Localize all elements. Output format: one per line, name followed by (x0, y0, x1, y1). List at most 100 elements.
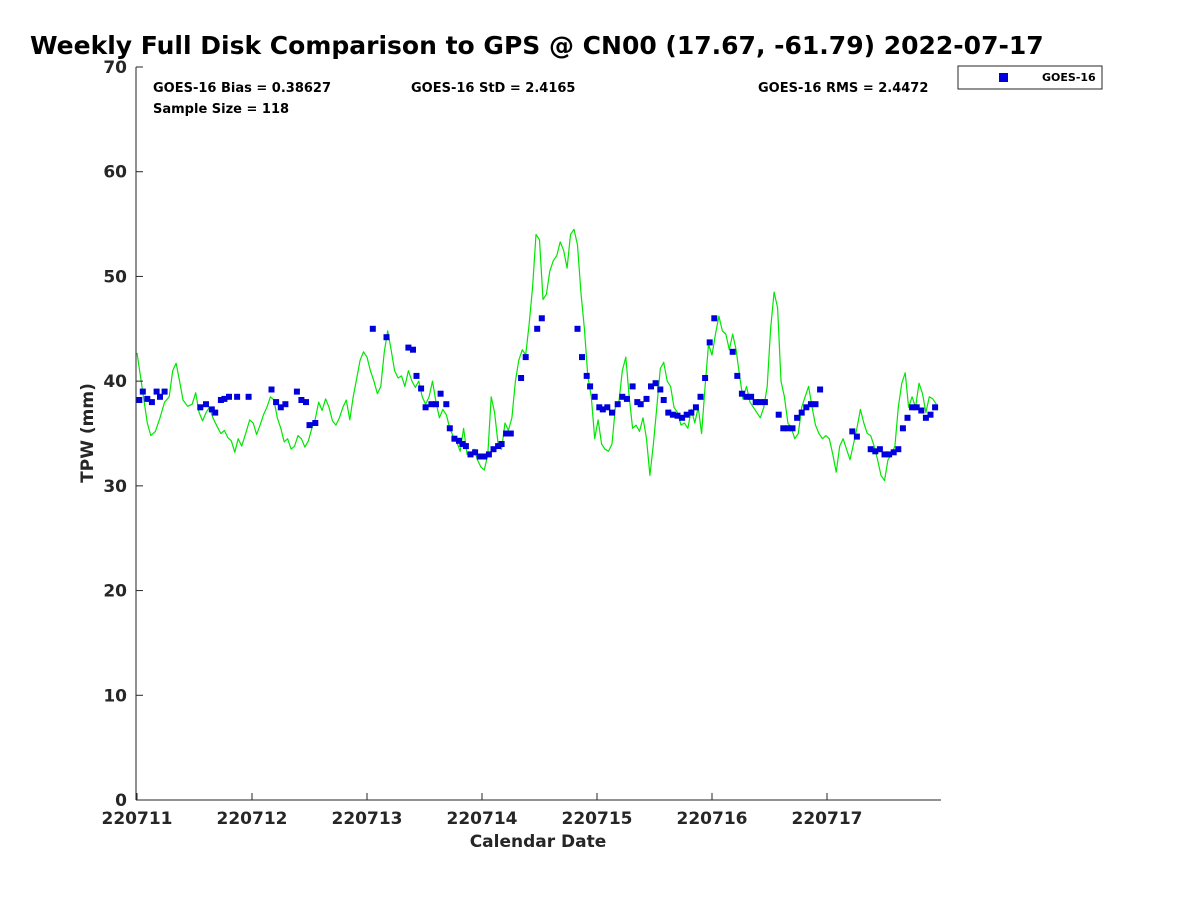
goes-16-point (886, 451, 893, 458)
goes-16-point (306, 422, 313, 429)
x-tick-label: 220717 (792, 809, 863, 829)
goes-16-point (507, 430, 514, 437)
y-tick-label: 50 (103, 267, 127, 287)
goes-16-point (711, 315, 718, 322)
rms-stat: GOES-16 RMS = 2.4472 (758, 81, 928, 96)
x-tick-label: 220713 (332, 809, 403, 829)
goes-16-point (784, 425, 791, 432)
goes-16-point (495, 443, 502, 450)
x-tick-label: 220712 (217, 809, 288, 829)
goes-16-point (161, 388, 168, 395)
goes-16-point (245, 393, 252, 400)
goes-16-point (761, 399, 768, 406)
goes-16-point (872, 448, 879, 455)
goes-16-point (665, 409, 672, 416)
goes-16-point (817, 386, 824, 393)
std-stat: GOES-16 StD = 2.4165 (411, 81, 575, 96)
goes-16-point (303, 399, 309, 406)
goes-16-point (277, 404, 284, 411)
goes-16-point (459, 441, 466, 447)
goes-16-point (619, 393, 626, 400)
goes-16-point (927, 411, 934, 418)
y-tick-label: 10 (103, 686, 127, 706)
goes-16-point (688, 409, 695, 416)
goes-16-point (587, 383, 594, 390)
legend-box (957, 65, 1103, 90)
goes-16-point (462, 443, 469, 450)
goes-16-point (312, 420, 319, 426)
goes-16-point (623, 395, 630, 402)
goes-16-point (890, 449, 897, 456)
goes-16-point (217, 397, 224, 403)
goes-16-point (629, 383, 636, 390)
goes-16-point (476, 453, 483, 460)
y-tick-label: 0 (115, 791, 127, 811)
goes-16-point (456, 437, 462, 444)
goes-16-point (660, 397, 667, 403)
goes-16-point (669, 411, 676, 418)
goes-16-point (706, 339, 713, 346)
goes-16-point (583, 372, 590, 379)
goes-16-point (212, 409, 219, 416)
goes-16-point (422, 404, 429, 411)
goes-16-point (692, 404, 699, 411)
goes-16-point (748, 393, 755, 400)
goes-16-point (197, 404, 204, 411)
goes-16-point (369, 325, 376, 332)
goes-16-point (157, 393, 163, 400)
goes-16-point (405, 344, 412, 351)
goes-16-point (467, 451, 474, 458)
goes-16-point (413, 372, 420, 379)
goes-16-point (648, 383, 654, 390)
goes-16-point (867, 446, 874, 453)
goes-16-point (637, 401, 644, 408)
goes-16-point (913, 404, 920, 411)
goes-16-point (481, 453, 488, 460)
goes-16-point (208, 406, 215, 413)
goes-16-point (895, 446, 902, 453)
goes-16-point (697, 393, 704, 400)
goes-16-point (812, 401, 819, 408)
goes-16-point (657, 386, 664, 393)
goes-16-point (472, 449, 479, 456)
goes-16-point (757, 399, 764, 406)
goes-16-point (298, 397, 305, 403)
gps-series (136, 228, 937, 482)
goes-16-point (518, 375, 525, 381)
goes-16-point (683, 411, 690, 418)
goes-16-point (775, 411, 782, 418)
gps-line (136, 228, 937, 482)
goes-16-point (437, 390, 444, 397)
x-tick-label: 220716 (677, 809, 748, 829)
goes-16-point (789, 425, 796, 432)
x-tick-label: 220715 (562, 809, 633, 829)
goes-16-point (702, 375, 709, 381)
goes-16-point (591, 393, 598, 400)
goes-16-point (807, 401, 814, 408)
goes-16-point (743, 393, 750, 400)
goes-16-point (226, 393, 232, 400)
goes-16-point (273, 399, 280, 406)
legend-label-goes-16: GOES-16 (1042, 71, 1096, 84)
goes-16-point (849, 428, 856, 435)
goes-16-point (904, 414, 911, 421)
legend-marker-goes-16 (999, 73, 1008, 82)
goes-16-point (679, 414, 686, 421)
chart-title: Weekly Full Disk Comparison to GPS @ CN0… (30, 31, 1044, 60)
goes-16-point (153, 388, 160, 395)
goes-16-point (383, 334, 390, 341)
goes-16-point (643, 395, 650, 402)
goes-16-point (609, 409, 615, 416)
goes-16-point (579, 354, 585, 361)
y-tick-label: 30 (103, 477, 127, 497)
goes-16-point (410, 346, 416, 353)
goes-16-point (634, 399, 641, 406)
goes-16-point (652, 380, 659, 387)
goes-16-point (451, 435, 458, 442)
goes-16-point (918, 407, 925, 414)
goes-16-point (433, 401, 439, 408)
goes-16-point (803, 404, 810, 411)
bias-stat: GOES-16 Bias = 0.38627 (153, 81, 331, 96)
goes-16-point (881, 451, 888, 458)
goes-16-point (136, 397, 143, 403)
